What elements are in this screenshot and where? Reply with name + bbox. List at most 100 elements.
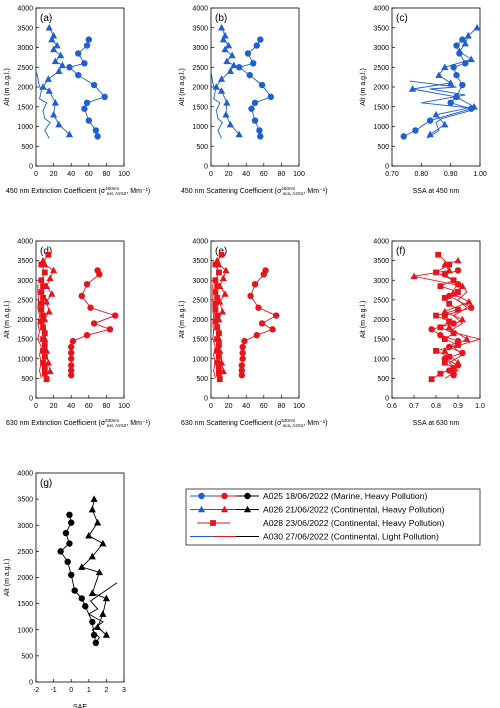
data-point — [102, 594, 110, 602]
data-point — [212, 261, 219, 268]
data-point — [454, 256, 462, 264]
y-tick-label: 1000 — [17, 356, 33, 363]
data-point — [412, 127, 419, 134]
x-tick-label: 100 — [293, 403, 305, 410]
data-point — [35, 96, 44, 102]
x-tick-label: 60 — [85, 171, 93, 178]
data-point — [437, 283, 444, 290]
data-point — [217, 87, 226, 94]
data-point — [461, 92, 470, 98]
x-tick-label: 0.9 — [453, 403, 463, 410]
series-A025 — [235, 36, 275, 140]
data-point — [40, 348, 46, 354]
data-point — [57, 548, 64, 555]
data-point — [449, 312, 458, 319]
y-tick-label: 1000 — [373, 356, 389, 363]
data-point — [90, 81, 98, 89]
data-point — [218, 307, 227, 315]
data-point — [212, 306, 219, 313]
data-point — [88, 589, 96, 596]
y-tick-label: 1000 — [192, 124, 208, 131]
series-line — [212, 284, 216, 379]
data-point — [253, 42, 260, 49]
data-point — [211, 375, 220, 382]
data-point — [461, 39, 469, 47]
data-point — [458, 320, 467, 327]
data-point — [441, 336, 448, 343]
data-point — [32, 68, 40, 74]
legend-entry-A030: A030 27/06/2022 (Continental, Light Poll… — [190, 532, 439, 542]
data-point — [222, 266, 230, 274]
data-point — [458, 352, 467, 358]
y-tick-label: 1000 — [17, 627, 33, 634]
data-point — [212, 108, 220, 114]
x-tick-label: 60 — [260, 403, 268, 410]
legend-marker — [197, 505, 206, 513]
series-A025 — [57, 511, 100, 647]
data-point — [217, 23, 226, 31]
series-A025 — [238, 267, 280, 379]
plot-frame — [391, 240, 481, 399]
data-point — [417, 100, 426, 106]
data-point — [450, 64, 457, 71]
y-tick-label: 2000 — [17, 575, 33, 582]
data-point — [218, 251, 225, 258]
data-point — [37, 359, 45, 366]
y-tick-label: 2500 — [192, 297, 208, 304]
y-tick-label: 4000 — [17, 471, 33, 478]
data-point — [214, 295, 221, 301]
data-point — [441, 120, 449, 128]
series-line — [215, 27, 240, 135]
data-point — [209, 80, 217, 86]
data-point — [38, 289, 45, 295]
data-point — [216, 370, 222, 377]
data-point — [85, 531, 93, 539]
y-tick-label: 3000 — [17, 523, 33, 530]
x-tick-label: 20 — [50, 403, 58, 410]
y-tick-label: 4000 — [17, 239, 33, 246]
data-point — [262, 267, 269, 274]
data-point — [447, 79, 455, 86]
data-point — [438, 115, 446, 122]
data-point — [217, 135, 226, 142]
data-point — [83, 280, 91, 288]
data-point — [446, 318, 453, 325]
data-point — [93, 606, 102, 612]
data-point — [251, 99, 259, 107]
data-point — [239, 349, 246, 357]
y-tick-label: 2000 — [373, 317, 389, 324]
data-point — [410, 272, 418, 280]
y-tick-label: 0 — [29, 164, 33, 171]
series-A030 — [207, 68, 227, 142]
data-point — [94, 518, 102, 526]
plot-frame — [210, 7, 300, 167]
plot-frame — [35, 472, 125, 683]
x-axis-label: SSA at 630 nm — [413, 420, 460, 427]
series-A030 — [405, 78, 481, 142]
y-tick-label: 3000 — [17, 278, 33, 285]
series-A030 — [85, 580, 121, 649]
data-point — [209, 281, 217, 287]
y-axis-label: Alt (m a.g.l.) — [4, 68, 11, 106]
data-point — [258, 81, 266, 89]
data-point — [214, 283, 221, 290]
data-point — [433, 269, 439, 276]
data-point — [89, 618, 96, 626]
data-point — [83, 42, 91, 49]
data-point — [214, 336, 221, 343]
data-point — [473, 23, 481, 31]
data-point — [68, 343, 75, 351]
series-line — [42, 27, 70, 135]
series-line — [87, 582, 118, 646]
series-A030 — [209, 281, 220, 382]
data-point — [78, 292, 85, 300]
data-point — [428, 376, 435, 383]
data-point — [463, 289, 471, 295]
data-point — [45, 135, 53, 142]
data-point — [34, 297, 43, 303]
data-point — [207, 68, 215, 74]
data-point — [68, 519, 75, 526]
x-tick-label: 80 — [278, 171, 286, 178]
y-tick-label: 1000 — [192, 356, 208, 363]
y-tick-label: 2000 — [17, 317, 33, 324]
